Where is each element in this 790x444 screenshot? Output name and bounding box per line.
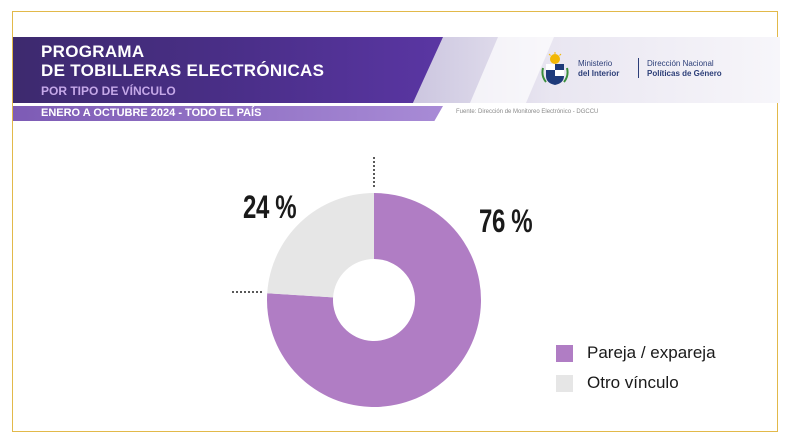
header-band [13, 37, 443, 103]
legend-label-otro: Otro vínculo [587, 373, 679, 392]
page-subtitle: POR TIPO DE VÍNCULO [41, 84, 176, 98]
period-label: ENERO A OCTUBRE 2024 - TODO EL PAÍS [41, 107, 262, 119]
direction-label: Dirección Nacional Políticas de Género [647, 59, 722, 79]
uruguay-coat-of-arms-icon [541, 52, 569, 85]
logo-divider [638, 58, 639, 78]
header-decoration [400, 37, 780, 103]
institution-logos: Ministerio del Interior Dirección Nacion… [540, 52, 770, 86]
slide-frame [12, 11, 778, 432]
source-note: Fuente: Dirección de Monitoreo Electróni… [456, 109, 599, 115]
period-band [13, 106, 443, 121]
ministry-label: Ministerio del Interior [578, 59, 619, 79]
legend-swatch-otro [556, 374, 573, 392]
legend-swatch-pareja [556, 344, 573, 362]
page-title: PROGRAMA DE TOBILLERAS ELECTRÓNICAS [41, 42, 325, 80]
direction-line1: Dirección Nacional [647, 59, 714, 68]
legend-label-pareja: Pareja / expareja [587, 343, 716, 362]
ministry-line1: Ministerio [578, 59, 613, 68]
slice-pareja [267, 193, 481, 408]
slice-otro [267, 193, 374, 298]
ministry-line2: del Interior [578, 69, 620, 78]
direction-line2: Políticas de Género [647, 69, 722, 78]
data-label-otro: 24 % [243, 189, 297, 225]
legend-item-pareja: Pareja / expareja [556, 343, 716, 363]
legend-item-otro: Otro vínculo [556, 373, 679, 393]
data-label-pareja: 76 % [479, 203, 533, 239]
